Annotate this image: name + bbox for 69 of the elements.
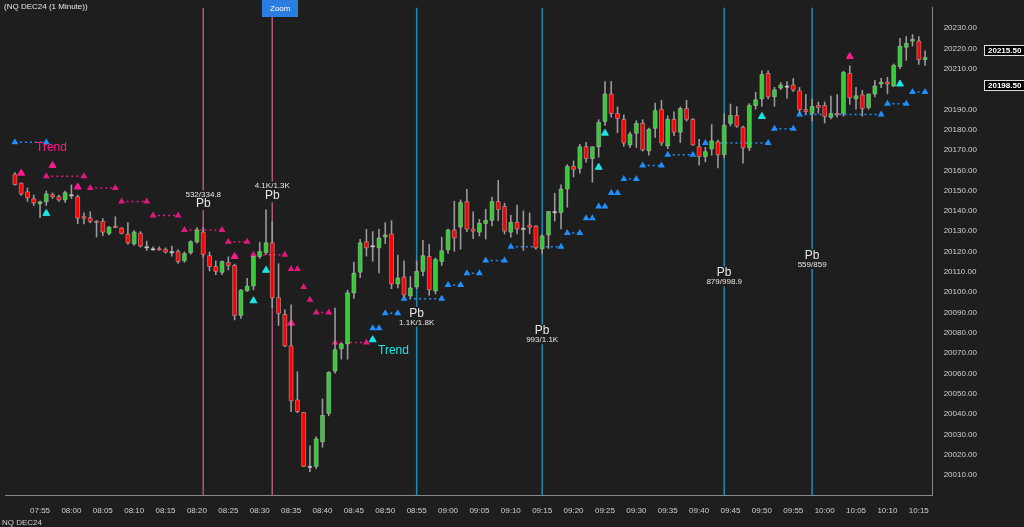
- x-tick-label: 08:00: [61, 506, 82, 516]
- x-tick-label: 08:10: [124, 506, 145, 516]
- y-tick-label: 20190.00: [943, 104, 978, 114]
- text: 20198.50: [984, 80, 1024, 91]
- x-tick-label: 08:15: [155, 506, 177, 516]
- annotation: 879/998.9: [706, 277, 743, 287]
- x-tick-label: 09:05: [469, 506, 490, 516]
- chart-title: (NQ DEC24 (1 Minute)): [4, 2, 88, 11]
- x-tick-label: 09:15: [532, 506, 553, 516]
- annotation: Pb: [264, 188, 280, 203]
- annotation: 1.1K/1.8K: [399, 317, 435, 327]
- annotation: Pb: [716, 265, 732, 280]
- y-tick-label: 20120.00: [943, 246, 978, 256]
- x-tick-label: 08:25: [218, 506, 239, 516]
- y-tick-label: 20010.00: [943, 470, 978, 480]
- annotation: Trend: [378, 343, 409, 357]
- y-tick-label: 20060.00: [943, 368, 978, 378]
- x-tick-label: 10:00: [814, 506, 836, 516]
- x-tick-label: 07:55: [30, 506, 51, 516]
- y-tick-label: 20070.00: [943, 348, 978, 358]
- annotation: Zoom: [262, 0, 299, 17]
- text: NQ DEC24: [2, 518, 43, 527]
- y-tick-label: 20040.00: [943, 409, 978, 419]
- x-tick-label: 08:50: [375, 506, 396, 516]
- x-tick-label: 08:35: [281, 506, 302, 516]
- y-tick-label: 20150.00: [943, 185, 978, 195]
- annotation: 532/334.8: [185, 189, 222, 199]
- x-tick-label: 09:45: [720, 506, 742, 516]
- text: 20215.50: [984, 45, 1024, 56]
- x-tick-label: 09:55: [783, 506, 804, 516]
- y-tick-label: 20050.00: [943, 389, 978, 399]
- x-tick-label: 08:55: [406, 506, 428, 516]
- y-tick-label: 20100.00: [943, 287, 978, 297]
- y-tick-label: 20230.00: [943, 23, 978, 33]
- y-tick-label: 20130.00: [943, 226, 978, 236]
- y-tick-label: 20030.00: [943, 429, 978, 439]
- y-tick-label: 20180.00: [943, 124, 978, 134]
- x-tick-label: 08:20: [186, 506, 208, 516]
- x-tick-label: 08:40: [312, 506, 334, 516]
- annotation: Pb: [804, 247, 820, 262]
- y-tick-label: 20110.00: [943, 267, 977, 277]
- y-tick-label: 20020.00: [943, 449, 978, 459]
- x-tick-label: 09:00: [438, 506, 459, 516]
- x-tick-label: 08:30: [249, 506, 271, 516]
- y-tick-label: 20090.00: [943, 307, 978, 317]
- annotation: 4.1K/1.3K: [254, 181, 291, 191]
- x-tick-label: 09:40: [689, 506, 710, 516]
- x-tick-label: 10:15: [908, 506, 930, 516]
- x-tick-label: 09:25: [594, 506, 616, 516]
- x-tick-label: 09:20: [563, 506, 585, 516]
- annotation: Pb: [534, 323, 550, 338]
- y-tick-label: 20210.00: [943, 63, 978, 73]
- y-tick-label: 20170.00: [943, 145, 978, 155]
- annotation: 993/1.1K: [526, 334, 559, 344]
- y-tick-label: 20140.00: [943, 206, 978, 216]
- x-tick-label: 09:35: [657, 506, 679, 516]
- x-tick-label: 09:10: [500, 506, 522, 516]
- y-tick-label: 20160.00: [943, 165, 978, 175]
- x-tick-label: 08:45: [343, 506, 365, 516]
- annotation: Pb: [409, 305, 425, 320]
- y-tick-label: 20080.00: [943, 328, 978, 338]
- annotation: 559/859: [797, 259, 828, 269]
- x-tick-label: 09:50: [751, 506, 773, 516]
- x-tick-label: 10:05: [846, 506, 867, 516]
- x-tick-label: 08:05: [92, 506, 114, 516]
- annotation: Trend: [36, 140, 67, 154]
- x-tick-label: 10:10: [877, 506, 898, 516]
- x-tick-label: 09:30: [626, 506, 647, 516]
- y-tick-label: 20220.00: [943, 43, 978, 53]
